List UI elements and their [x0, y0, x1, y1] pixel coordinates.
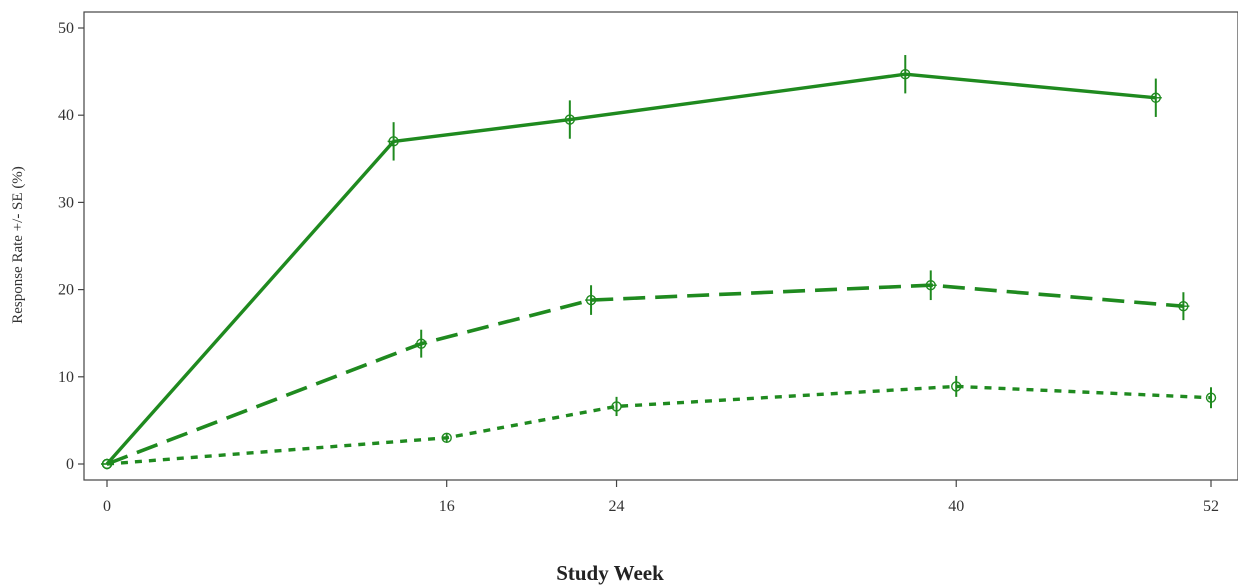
data-point — [416, 338, 427, 349]
y-tick-label: 10 — [58, 369, 74, 386]
data-point — [1205, 392, 1217, 403]
x-tick-label: 40 — [948, 498, 964, 515]
x-tick-label: 16 — [439, 498, 455, 515]
data-point — [101, 458, 113, 470]
data-point — [1178, 300, 1189, 312]
series-dotted — [101, 375, 1217, 470]
y-axis-title: Response Rate +/- SE (%) — [10, 166, 26, 324]
y-tick-label: 20 — [58, 282, 74, 299]
plot-frame — [83, 11, 1238, 481]
series-dashed — [101, 270, 1190, 470]
data-point — [441, 432, 452, 444]
data-point — [388, 136, 399, 147]
data-point — [611, 401, 622, 412]
data-point — [585, 294, 597, 306]
y-tick-label: 40 — [58, 107, 74, 124]
tick-layer: 0 10 20 30 40 50 0 16 24 40 52 — [58, 20, 1219, 515]
data-point — [925, 280, 936, 291]
y-tick-label: 30 — [58, 194, 74, 211]
data-point — [951, 381, 962, 392]
x-axis-title: Study Week — [556, 561, 664, 585]
series-line — [106, 283, 1184, 466]
axes — [83, 11, 1238, 481]
series-layer — [101, 55, 1217, 470]
series-line — [106, 384, 1212, 466]
data-point — [1150, 92, 1162, 103]
x-tick-label: 52 — [1203, 498, 1219, 515]
x-tick-label: 0 — [103, 498, 111, 515]
data-point — [900, 69, 911, 80]
x-tick-label: 24 — [609, 498, 625, 515]
y-tick-label: 50 — [58, 20, 74, 37]
data-point — [564, 114, 576, 125]
y-tick-label: 0 — [66, 456, 74, 473]
